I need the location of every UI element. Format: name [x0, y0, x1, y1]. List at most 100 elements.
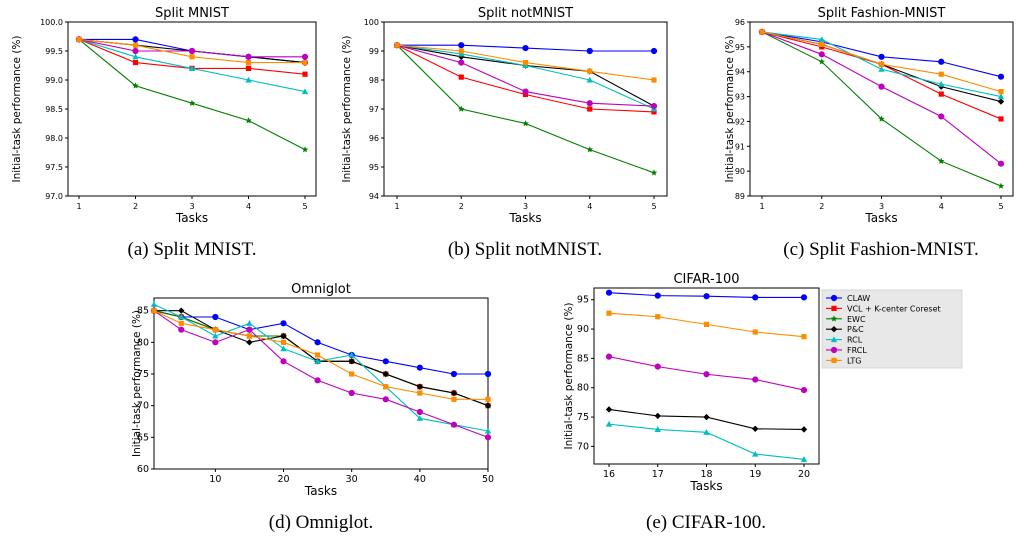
x-tick-label: 2: [133, 202, 138, 211]
data-point: [458, 53, 465, 60]
data-point: [650, 47, 658, 55]
data-point: [818, 36, 825, 42]
x-axis-label: Tasks: [689, 479, 722, 493]
data-point: [302, 71, 308, 77]
data-point: [451, 396, 457, 402]
data-point: [458, 59, 465, 66]
y-tick-label: 70: [137, 401, 149, 412]
data-point: [458, 74, 464, 80]
legend-label: EWC: [847, 315, 866, 324]
data-point: [605, 289, 613, 296]
data-point: [878, 83, 885, 90]
figure-caption: (a) Split MNIST.: [128, 239, 257, 260]
series-claw: [605, 289, 808, 301]
data-point: [314, 352, 321, 358]
y-tick-label: 94: [735, 68, 745, 77]
data-point: [654, 363, 661, 370]
data-point: [800, 456, 808, 462]
series-frcl: [758, 28, 1005, 167]
data-point: [759, 29, 765, 35]
data-point: [348, 351, 355, 358]
y-tick-label: 100.0: [40, 18, 63, 27]
legend-label: VCL + K-center Coreset: [847, 304, 941, 313]
y-tick-label: 90: [577, 324, 589, 335]
data-point: [301, 88, 309, 95]
series-ltg: [394, 42, 657, 83]
y-tick-label: 99.5: [45, 47, 63, 56]
data-point: [878, 53, 885, 60]
data-point: [485, 396, 491, 402]
data-point: [314, 358, 321, 364]
data-point: [586, 146, 593, 153]
y-tick-label: 80: [577, 383, 589, 394]
data-point: [586, 100, 593, 107]
x-tick-label: 19: [749, 469, 761, 480]
data-point: [522, 45, 529, 52]
data-point: [998, 116, 1004, 122]
y-tick-label: 85: [137, 306, 149, 317]
series-rcl: [758, 28, 1005, 100]
data-point: [654, 292, 661, 299]
data-point: [188, 65, 196, 71]
chart-panel-3: Split Fashion-MNIST 1 2 3 4 5 89 90 91 92 93 94 95 96…: [724, 6, 1014, 225]
data-point: [245, 65, 252, 71]
series-rcl: [605, 420, 808, 462]
data-point: [800, 426, 808, 433]
series-rcl: [150, 301, 492, 434]
y-tick-label: 95: [577, 295, 589, 306]
data-point: [938, 71, 944, 77]
data-point: [245, 53, 252, 60]
data-point: [655, 314, 661, 320]
data-point: [484, 402, 492, 409]
y-tick-label: 65: [137, 432, 149, 443]
data-point: [132, 53, 139, 60]
data-point: [484, 427, 492, 434]
data-point: [189, 54, 195, 60]
x-tick-label: 1: [394, 202, 399, 211]
data-point: [212, 327, 218, 333]
y-tick-label: 95: [369, 163, 379, 172]
y-tick-label: 98: [369, 76, 379, 85]
y-axis-label: Initial-task performance (%): [131, 310, 143, 457]
data-point: [458, 105, 465, 112]
data-point: [800, 294, 808, 301]
data-point: [178, 313, 185, 320]
data-point: [997, 73, 1005, 80]
chart-panel-1: Split MNIST 1 2 3 4 5 97.0 97.5 98.0 98.5 99.0 99.5…: [11, 6, 317, 225]
data-point: [800, 386, 808, 394]
data-point: [150, 301, 158, 307]
data-point: [703, 293, 710, 300]
data-point: [314, 339, 321, 346]
data-point: [382, 370, 389, 378]
series-line: [761, 31, 1002, 165]
data-point: [752, 376, 759, 383]
data-point: [280, 345, 287, 352]
data-point: [280, 332, 287, 340]
data-point: [801, 334, 807, 340]
x-tick-label: 5: [302, 202, 307, 211]
y-tick-label: 85: [577, 353, 589, 364]
data-point: [818, 51, 825, 58]
data-point: [280, 320, 287, 327]
y-tick-label: 92: [735, 117, 745, 126]
data-point: [246, 320, 253, 326]
series-ltg: [606, 310, 807, 340]
y-tick-label: 98.0: [45, 134, 63, 143]
data-point: [383, 384, 389, 390]
data-point: [484, 434, 492, 441]
y-tick-label: 89: [735, 192, 745, 201]
series-vcl-k-center-coreset: [394, 42, 657, 115]
figure-caption: (b) Split notMNIST.: [448, 239, 602, 260]
data-point: [188, 99, 196, 106]
data-point: [752, 294, 759, 301]
legend-label: LTG: [847, 356, 861, 365]
x-tick-label: 3: [523, 202, 528, 211]
data-point: [302, 60, 308, 66]
data-point: [188, 47, 196, 55]
data-point: [650, 103, 658, 110]
legend-marker: [831, 357, 837, 363]
series-rcl: [393, 42, 658, 112]
data-point: [752, 329, 758, 335]
series-rcl: [75, 36, 309, 95]
chart-title: CIFAR-100: [673, 272, 739, 287]
